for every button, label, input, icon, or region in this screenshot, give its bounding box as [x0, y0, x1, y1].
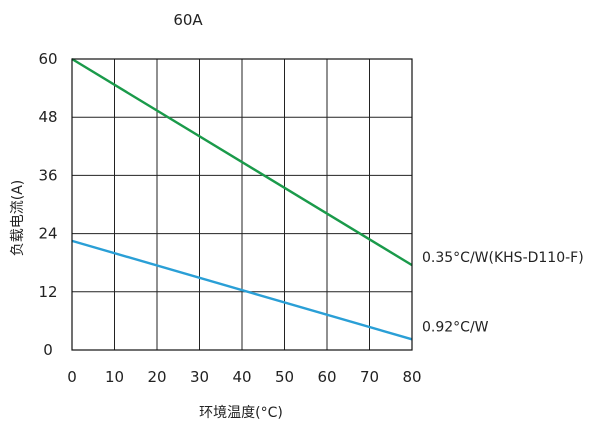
grid-lines — [71, 58, 413, 351]
x-tick-label: 10 — [105, 368, 124, 386]
x-tick-label: 40 — [232, 368, 251, 386]
x-tick-label: 20 — [147, 368, 166, 386]
series-lines — [71, 57, 413, 341]
y-tick-label: 24 — [38, 225, 57, 243]
chart-title: 60A — [173, 11, 203, 29]
x-tick-label: 0 — [67, 368, 77, 386]
y-tick-label: 0 — [43, 341, 53, 359]
series-line-1 — [71, 57, 413, 267]
tick-labels: 0 10 20 30 40 50 60 70 80 0 12 24 36 48 60 — [38, 50, 421, 386]
x-tick-label: 70 — [360, 368, 379, 386]
y-tick-label: 60 — [38, 50, 57, 68]
x-tick-label: 60 — [317, 368, 336, 386]
x-axis-label: 环境温度(°C) — [199, 405, 283, 421]
x-tick-label: 80 — [402, 368, 421, 386]
y-tick-label: 12 — [38, 283, 57, 301]
series-line-2 — [71, 239, 413, 341]
series-labels: 0.35°C/W(KHS-D110-F) 0.92°C/W — [422, 250, 584, 335]
series-label-2: 0.92°C/W — [422, 319, 489, 335]
plot-frame — [71, 58, 413, 351]
x-tick-label: 50 — [275, 368, 294, 386]
y-tick-label: 36 — [38, 166, 57, 184]
y-tick-label: 48 — [38, 108, 57, 126]
series-label-1: 0.35°C/W(KHS-D110-F) — [422, 250, 584, 266]
x-tick-label: 30 — [190, 368, 209, 386]
y-axis-label: 负载电流(A) — [10, 180, 26, 257]
